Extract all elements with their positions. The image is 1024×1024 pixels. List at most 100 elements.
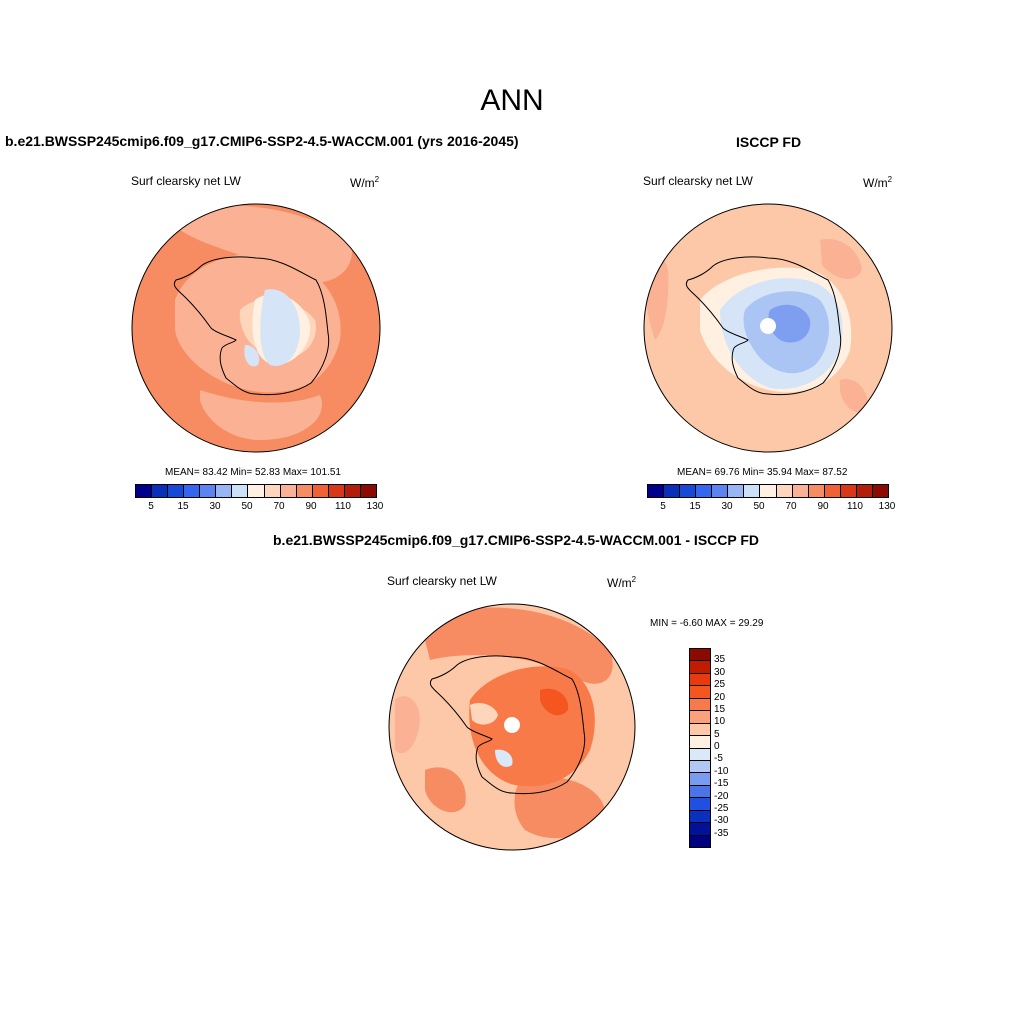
colorbar-swatch <box>690 661 710 674</box>
colorbar-tick-label: 90 <box>305 501 317 512</box>
colorbar-swatch <box>280 485 297 497</box>
colorbar-swatch <box>690 649 710 662</box>
colorbar-swatch <box>200 485 217 497</box>
colorbar-tick-label: -20 <box>714 790 729 802</box>
colorbar-swatch <box>840 485 857 497</box>
colorbar-tick-label: 15 <box>714 703 726 715</box>
diff-colorbar-labels: 35 30 25 20 15 10 5 0 -5 -10 -15 -20 -25 -30 -35 <box>714 648 754 848</box>
colorbar-swatch <box>664 485 681 497</box>
colorbar-swatch <box>712 485 729 497</box>
diff-polar-map <box>389 604 635 850</box>
colorbar-swatch <box>690 723 710 737</box>
main-title: ANN <box>480 84 544 117</box>
colorbar-swatch <box>248 485 265 497</box>
colorbar-tick-label: 20 <box>714 691 726 703</box>
colorbar-tick-label: 30 <box>721 501 733 512</box>
colorbar-swatch <box>690 748 710 761</box>
colorbar-tick-label: 25 <box>714 679 726 691</box>
colorbar-swatch <box>184 485 201 497</box>
colorbar-swatch <box>856 485 873 497</box>
diff-variable-label: Surf clearsky net LW <box>387 574 497 588</box>
colorbar-tick-label: 50 <box>241 501 253 512</box>
colorbar-tick-label: 15 <box>177 501 189 512</box>
colorbar-swatch <box>680 485 697 497</box>
colorbar-swatch <box>136 485 153 497</box>
colorbar-swatch <box>168 485 185 497</box>
colorbar-swatch <box>344 485 361 497</box>
colorbar-tick-label: -5 <box>714 753 723 765</box>
model-colorbar <box>135 484 377 498</box>
colorbar-swatch <box>690 823 710 836</box>
colorbar-swatch <box>696 485 713 497</box>
colorbar-tick-label: 35 <box>714 654 726 666</box>
diff-colorbar <box>689 648 711 848</box>
diff-panel-title: b.e21.BWSSP245cmip6.f09_g17.CMIP6-SSP2-4… <box>273 532 760 548</box>
colorbar-swatch <box>690 773 710 786</box>
model-colorbar-labels: 5 15 30 50 70 90 110 130 <box>135 501 383 515</box>
colorbar-swatch <box>648 485 665 497</box>
colorbar-swatch <box>690 686 710 699</box>
obs-variable-label: Surf clearsky net LW <box>643 174 753 188</box>
colorbar-tick-label: -30 <box>714 815 729 827</box>
colorbar-tick-label: -10 <box>714 765 729 777</box>
colorbar-tick-label: 10 <box>714 716 726 728</box>
colorbar-tick-label: 5 <box>660 501 666 512</box>
obs-panel-title: ISCCP FD <box>736 134 802 150</box>
model-stats: MEAN= 83.42 Min= 52.83 Max= 101.51 <box>165 467 341 478</box>
colorbar-tick-label: 70 <box>785 501 797 512</box>
colorbar-swatch <box>216 485 233 497</box>
colorbar-swatch <box>760 485 777 497</box>
colorbar-tick-label: 70 <box>273 501 285 512</box>
model-panel-title: b.e21.BWSSP245cmip6.f09_g17.CMIP6-SSP2-4… <box>5 133 519 149</box>
colorbar-swatch <box>296 485 313 497</box>
colorbar-swatch <box>690 810 710 824</box>
colorbar-swatch <box>152 485 169 497</box>
model-polar-map <box>132 204 380 452</box>
colorbar-swatch <box>312 485 329 497</box>
model-variable-label: Surf clearsky net LW <box>131 174 241 188</box>
colorbar-tick-label: 30 <box>209 501 221 512</box>
colorbar-tick-label: 90 <box>817 501 829 512</box>
colorbar-tick-label: 0 <box>714 741 720 752</box>
colorbar-tick-label: 110 <box>335 501 351 512</box>
colorbar-swatch <box>690 736 710 749</box>
colorbar-swatch <box>690 673 710 687</box>
colorbar-swatch <box>264 485 281 497</box>
colorbar-tick-label: 50 <box>753 501 765 512</box>
colorbar-swatch <box>690 760 710 774</box>
colorbar-swatch <box>792 485 809 497</box>
obs-stats: MEAN= 69.76 Min= 35.94 Max= 87.52 <box>677 467 848 478</box>
colorbar-swatch <box>824 485 841 497</box>
colorbar-tick-label: -25 <box>714 802 729 814</box>
colorbar-tick-label: -35 <box>714 827 729 839</box>
colorbar-swatch <box>744 485 761 497</box>
colorbar-tick-label: 110 <box>847 501 863 512</box>
colorbar-swatch <box>328 485 345 497</box>
colorbar-swatch <box>808 485 825 497</box>
obs-polar-map <box>644 204 892 452</box>
colorbar-swatch <box>690 711 710 724</box>
colorbar-swatch <box>776 485 793 497</box>
diff-units-label: W/m2 <box>607 575 637 590</box>
colorbar-swatch <box>690 785 710 799</box>
colorbar-swatch <box>728 485 745 497</box>
colorbar-tick-label: 30 <box>714 666 726 678</box>
diff-stats: MIN = -6.60 MAX = 29.29 <box>650 618 764 629</box>
colorbar-tick-label: 130 <box>366 501 384 512</box>
model-units-label: W/m2 <box>350 175 380 190</box>
colorbar-tick-label: 5 <box>148 501 154 512</box>
colorbar-swatch <box>232 485 249 497</box>
colorbar-tick-label: 5 <box>714 728 720 740</box>
colorbar-tick-label: -15 <box>714 778 729 790</box>
obs-colorbar-labels: 5 15 30 50 70 90 110 130 <box>647 501 895 515</box>
colorbar-tick-label: 15 <box>689 501 701 512</box>
colorbar-swatch <box>690 835 710 847</box>
colorbar-swatch <box>690 698 710 712</box>
obs-colorbar <box>647 484 889 498</box>
colorbar-swatch <box>690 798 710 811</box>
colorbar-swatch <box>872 485 888 497</box>
obs-units-label: W/m2 <box>863 175 893 190</box>
colorbar-tick-label: 130 <box>878 501 896 512</box>
colorbar-swatch <box>360 485 376 497</box>
